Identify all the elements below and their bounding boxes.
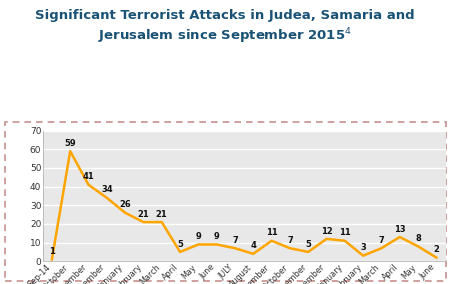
Text: 12: 12 [321, 227, 333, 235]
Text: 2: 2 [433, 245, 439, 254]
Text: 21: 21 [138, 210, 149, 219]
Text: 13: 13 [394, 225, 405, 234]
Text: 8: 8 [415, 234, 421, 243]
Text: 3: 3 [360, 243, 366, 252]
Text: 26: 26 [119, 201, 131, 209]
Text: 7: 7 [232, 236, 238, 245]
Text: 7: 7 [287, 236, 293, 245]
Text: Significant Terrorist Attacks in Judea, Samaria and
Jerusalem since September 20: Significant Terrorist Attacks in Judea, … [35, 9, 415, 46]
Text: 1: 1 [49, 247, 55, 256]
Text: 5: 5 [177, 240, 183, 248]
Text: 4: 4 [250, 241, 256, 250]
Text: 11: 11 [266, 228, 278, 237]
Text: 9: 9 [195, 232, 201, 241]
Text: 41: 41 [83, 172, 94, 181]
Text: 59: 59 [64, 139, 76, 148]
Text: 5: 5 [305, 240, 311, 248]
Text: 21: 21 [156, 210, 167, 219]
Text: 9: 9 [214, 232, 220, 241]
Text: 7: 7 [378, 236, 384, 245]
Text: 34: 34 [101, 185, 112, 195]
Text: 11: 11 [339, 228, 351, 237]
